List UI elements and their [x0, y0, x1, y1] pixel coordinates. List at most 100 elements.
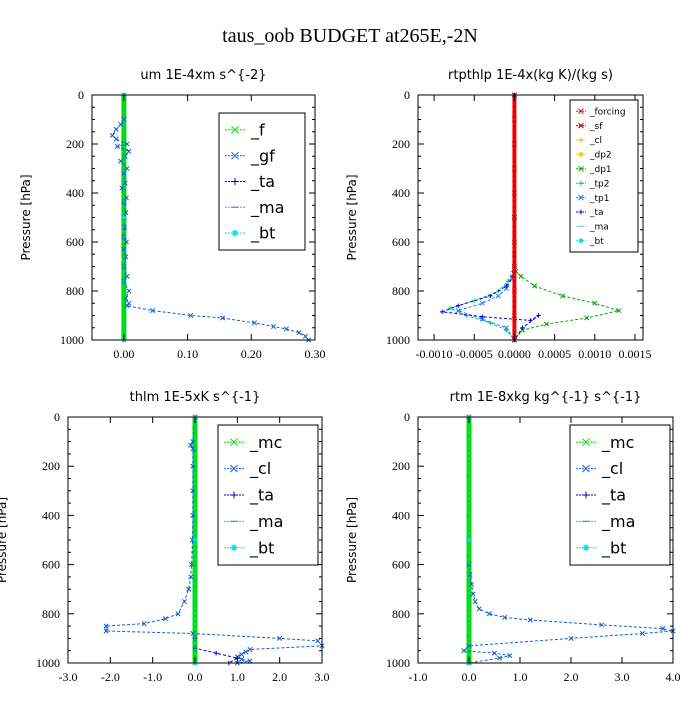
chart-panel-1: um 1E-4xm s^{-2} Pressure [hPa] 0.00 0.10 0.… [19, 68, 326, 361]
x-tick-label: 0.00 [113, 347, 134, 361]
panel-title: thlm 1E-5xK s^{-1} [130, 390, 261, 405]
legend-label: _gf [250, 146, 275, 166]
y-tick-label: 600 [392, 558, 410, 572]
x-tick-label: 0.20 [241, 347, 262, 361]
legend-label: _ta [601, 486, 626, 506]
data-point [639, 630, 645, 637]
legend: _mc _cl _ta _ma _bt [217, 424, 319, 566]
y-tick-label: 600 [66, 235, 84, 249]
x-tick-label: 3.0 [615, 670, 630, 684]
x-tick-label: 2.0 [272, 670, 287, 684]
data-point [495, 293, 501, 299]
data-point [247, 658, 253, 664]
data-point [536, 313, 541, 318]
series-line-ta [194, 417, 239, 664]
legend-marker [230, 438, 238, 447]
data-point [439, 309, 445, 315]
legend-marker [578, 209, 584, 215]
series-line-ta [441, 95, 539, 341]
data-point [488, 293, 493, 299]
data-point [113, 136, 119, 142]
y-tick-label: 600 [42, 558, 60, 572]
x-tick-label: 0.0000 [498, 347, 531, 361]
legend-marker [230, 464, 238, 473]
legend-marker [231, 229, 239, 237]
data-point [544, 321, 550, 327]
data-point [528, 318, 533, 323]
data-point [511, 214, 517, 221]
data-point [188, 312, 194, 319]
data-point [188, 574, 194, 580]
y-axis-label: Pressure [hPa] [345, 497, 359, 583]
legend: _mc _cl _ta _ma _bt [569, 424, 671, 566]
series-line-cl [105, 416, 324, 664]
x-tick-label: 3.0 [315, 670, 330, 684]
x-tick-label: 0.0005 [538, 347, 571, 361]
legend-label: _sf [589, 122, 603, 132]
legend-label: _ma [250, 198, 284, 218]
data-point [466, 439, 472, 445]
y-axis-label: Pressure [hPa] [0, 497, 9, 583]
data-point [283, 326, 289, 332]
data-point [220, 315, 226, 321]
legend-label: _ma [249, 512, 283, 532]
legend-label: _ta [250, 172, 275, 192]
data-point [507, 653, 513, 659]
figure-title: taus_oob BUDGET at265E,-2N [222, 25, 478, 47]
y-tick-label: 600 [392, 235, 410, 249]
data-point [124, 165, 130, 172]
legend-label: _cl [249, 459, 271, 479]
y-tick-label: 1000 [386, 333, 410, 347]
data-point [190, 439, 196, 445]
y-tick-label: 0 [78, 88, 84, 102]
legend-marker [578, 180, 584, 186]
data-point [141, 621, 147, 627]
legend-label: _bt [589, 237, 604, 247]
data-point [239, 656, 245, 662]
data-point [126, 288, 132, 294]
legend-label: _forcing [589, 107, 626, 117]
data-point [124, 273, 130, 279]
data-point [592, 300, 598, 306]
data-point [466, 488, 472, 494]
data-point [126, 148, 132, 154]
data-point [175, 611, 181, 617]
panel-title: rtpthlp 1E-4x(kg K)/(kg s) [448, 68, 613, 83]
chart-panel-2: rtpthlp 1E-4x(kg K)/(kg s) Pressure [hPa]… [345, 68, 651, 361]
legend-label: _ta [249, 486, 274, 506]
data-point [518, 273, 524, 279]
legend-label: _ta [589, 208, 604, 218]
data-point [113, 126, 119, 132]
data-point [103, 628, 109, 634]
data-point [124, 141, 130, 147]
data-point [504, 283, 509, 289]
y-tick-label: 200 [392, 459, 410, 473]
data-point [190, 630, 196, 637]
data-point [190, 446, 196, 452]
x-tick-label: -1.0 [409, 670, 428, 684]
legend-marker [578, 238, 584, 244]
data-point [192, 488, 198, 494]
y-tick-label: 800 [392, 284, 410, 298]
y-tick-label: 400 [392, 508, 410, 522]
data-point [660, 626, 666, 632]
series-line-cl [462, 417, 674, 664]
data-point [121, 246, 127, 252]
data-point [121, 116, 127, 123]
data-point [479, 316, 485, 322]
data-point [511, 141, 517, 147]
x-tick-label: 2.0 [564, 670, 579, 684]
legend-marker [231, 178, 239, 185]
legend-marker [578, 151, 584, 157]
legend-marker [231, 126, 239, 134]
panel-title: rtm 1E-8xkg kg^{-1} s^{-1} [450, 390, 642, 405]
y-tick-label: 200 [66, 137, 84, 151]
legend-label: _bt [249, 538, 274, 558]
data-point [568, 635, 574, 641]
data-point [480, 314, 485, 319]
legend-label: _cl [589, 136, 602, 146]
data-point [520, 325, 525, 330]
legend-marker [582, 491, 590, 499]
data-point [121, 224, 128, 230]
